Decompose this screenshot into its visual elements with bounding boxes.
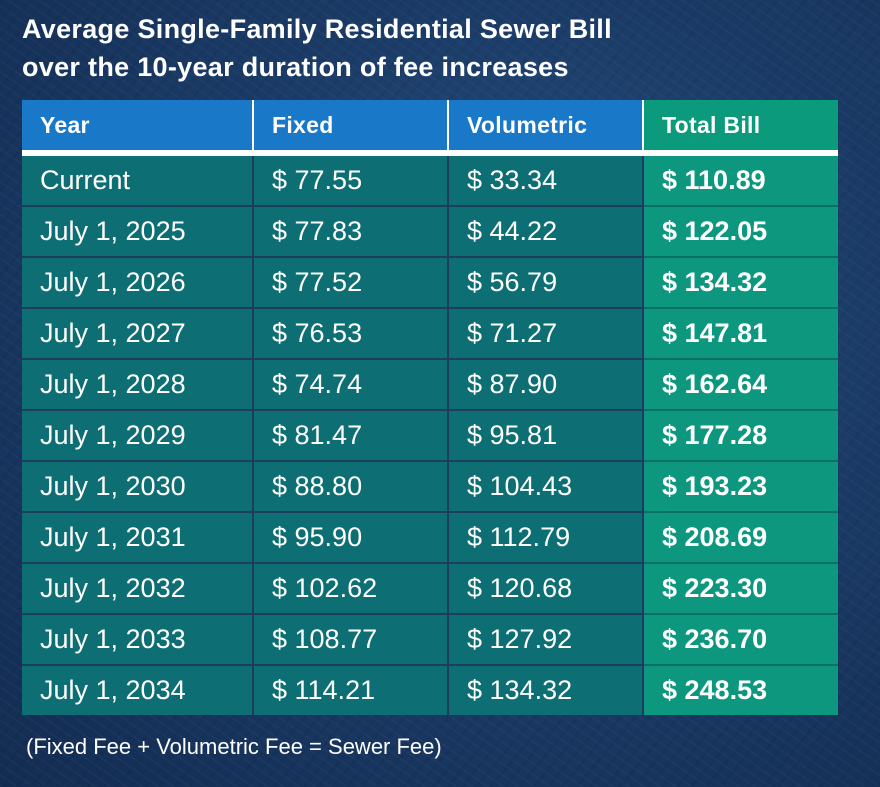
table-row: July 1, 2026 $ 77.52 $ 56.79 $ 134.32: [22, 257, 838, 309]
title-line-1: Average Single-Family Residential Sewer …: [22, 14, 612, 44]
year-cell: July 1, 2033: [22, 614, 254, 666]
total-bill-cell: $ 162.64: [643, 359, 838, 411]
fixed-cell: $ 108.77: [253, 614, 449, 666]
fixed-cell: $ 81.47: [253, 410, 449, 462]
volumetric-cell: $ 127.92: [448, 614, 644, 666]
table-row: July 1, 2029 $ 81.47 $ 95.81 $ 177.28: [22, 410, 838, 462]
total-bill-cell: $ 177.28: [643, 410, 838, 462]
title-line-2: over the 10-year duration of fee increas…: [22, 52, 569, 82]
table-body: Current $ 77.55 $ 33.34 $ 110.89 July 1, 202…: [22, 153, 838, 715]
year-cell: July 1, 2028: [22, 359, 254, 411]
year-cell: July 1, 2031: [22, 512, 254, 564]
table-row: July 1, 2033 $ 108.77 $ 127.92 $ 236.70: [22, 614, 838, 666]
year-cell: July 1, 2034: [22, 665, 254, 715]
fixed-cell: $ 77.83: [253, 206, 449, 258]
table-row: July 1, 2025 $ 77.83 $ 44.22 $ 122.05: [22, 206, 838, 258]
table-header-row: Year Fixed Volumetric Total Bill: [22, 100, 838, 156]
column-header-total-bill: Total Bill: [643, 100, 838, 156]
volumetric-cell: $ 56.79: [448, 257, 644, 309]
total-bill-cell: $ 223.30: [643, 563, 838, 615]
volumetric-cell: $ 71.27: [448, 308, 644, 360]
volumetric-cell: $ 104.43: [448, 461, 644, 513]
year-cell: July 1, 2027: [22, 308, 254, 360]
fixed-cell: $ 76.53: [253, 308, 449, 360]
table-row: Current $ 77.55 $ 33.34 $ 110.89: [22, 153, 838, 207]
total-bill-cell: $ 134.32: [643, 257, 838, 309]
year-cell: July 1, 2029: [22, 410, 254, 462]
total-bill-cell: $ 193.23: [643, 461, 838, 513]
year-cell: July 1, 2026: [22, 257, 254, 309]
year-cell: July 1, 2030: [22, 461, 254, 513]
total-bill-cell: $ 110.89: [643, 153, 838, 207]
sewer-bill-table: Year Fixed Volumetric Total Bill Current…: [22, 100, 838, 715]
total-bill-cell: $ 208.69: [643, 512, 838, 564]
year-cell: July 1, 2025: [22, 206, 254, 258]
volumetric-cell: $ 87.90: [448, 359, 644, 411]
column-header-fixed: Fixed: [253, 100, 449, 156]
fixed-cell: $ 88.80: [253, 461, 449, 513]
total-bill-cell: $ 236.70: [643, 614, 838, 666]
fixed-cell: $ 95.90: [253, 512, 449, 564]
year-cell: July 1, 2032: [22, 563, 254, 615]
table-row: July 1, 2032 $ 102.62 $ 120.68 $ 223.30: [22, 563, 838, 615]
column-header-volumetric: Volumetric: [448, 100, 644, 156]
table-row: July 1, 2027 $ 76.53 $ 71.27 $ 147.81: [22, 308, 838, 360]
volumetric-cell: $ 33.34: [448, 153, 644, 207]
fixed-cell: $ 114.21: [253, 665, 449, 715]
fixed-cell: $ 77.52: [253, 257, 449, 309]
fixed-cell: $ 77.55: [253, 153, 449, 207]
year-cell: Current: [22, 153, 254, 207]
footnote: (Fixed Fee + Volumetric Fee = Sewer Fee): [26, 734, 442, 759]
total-bill-cell: $ 248.53: [643, 665, 838, 715]
total-bill-cell: $ 122.05: [643, 206, 838, 258]
volumetric-cell: $ 120.68: [448, 563, 644, 615]
fixed-cell: $ 74.74: [253, 359, 449, 411]
volumetric-cell: $ 134.32: [448, 665, 644, 715]
chart-title: Average Single-Family Residential Sewer …: [22, 10, 612, 86]
column-header-year: Year: [22, 100, 254, 156]
table-row: July 1, 2028 $ 74.74 $ 87.90 $ 162.64: [22, 359, 838, 411]
total-bill-cell: $ 147.81: [643, 308, 838, 360]
volumetric-cell: $ 95.81: [448, 410, 644, 462]
fixed-cell: $ 102.62: [253, 563, 449, 615]
table-row: July 1, 2034 $ 114.21 $ 134.32 $ 248.53: [22, 665, 838, 715]
volumetric-cell: $ 44.22: [448, 206, 644, 258]
volumetric-cell: $ 112.79: [448, 512, 644, 564]
table-row: July 1, 2031 $ 95.90 $ 112.79 $ 208.69: [22, 512, 838, 564]
table-row: July 1, 2030 $ 88.80 $ 104.43 $ 193.23: [22, 461, 838, 513]
